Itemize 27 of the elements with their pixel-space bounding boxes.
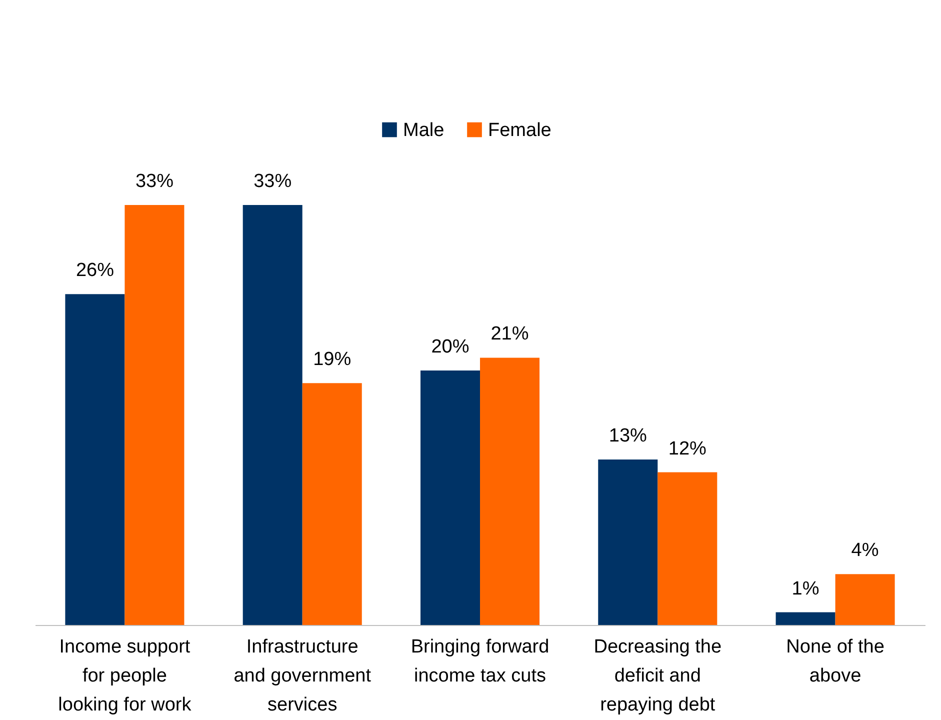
- bar: [598, 460, 658, 625]
- bar: [302, 383, 362, 625]
- data-label: 12%: [668, 438, 707, 460]
- x-tick-label: Decreasing the deficit and repaying debt: [594, 636, 722, 716]
- bar: [835, 574, 895, 625]
- bar: [658, 472, 718, 625]
- x-tick-label: Income support for people looking for work: [58, 636, 192, 716]
- bar: [124, 205, 184, 625]
- data-label: 33%: [254, 171, 292, 192]
- bar: [242, 205, 302, 625]
- data-label: 13%: [608, 426, 648, 447]
- bar: [480, 358, 540, 625]
- x-tick-label: Infrastructure and government services: [234, 636, 372, 716]
- data-label: 21%: [490, 324, 529, 345]
- data-label: 26%: [76, 260, 114, 282]
- legend-label: Female: [488, 120, 552, 141]
- x-tick-label: None of the above: [786, 636, 884, 686]
- data-label: 20%: [431, 336, 470, 358]
- data-label: 1%: [792, 578, 820, 600]
- x-tick-label: Bringing forward income tax cuts: [410, 636, 550, 686]
- bar: [420, 370, 480, 625]
- bar: [776, 612, 836, 625]
- bar: [65, 294, 125, 625]
- data-label: 4%: [851, 540, 879, 562]
- data-label: 33%: [135, 171, 174, 192]
- data-label: 19%: [313, 349, 352, 370]
- legend-label: Male: [403, 120, 444, 141]
